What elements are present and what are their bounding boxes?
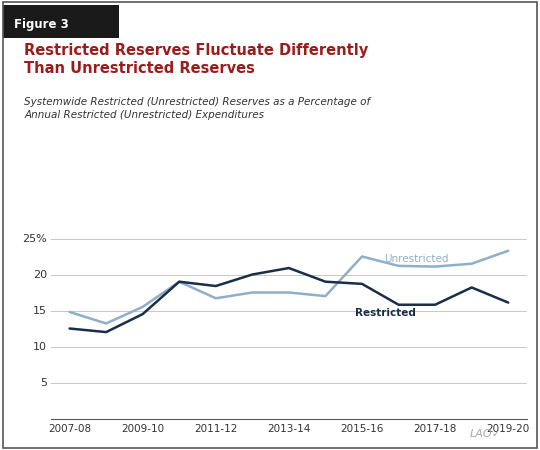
Text: Restricted: Restricted bbox=[355, 308, 416, 318]
Text: Unrestricted: Unrestricted bbox=[384, 253, 448, 264]
Text: Figure 3: Figure 3 bbox=[14, 18, 69, 31]
Text: Restricted Reserves Fluctuate Differently
Than Unrestricted Reserves: Restricted Reserves Fluctuate Differentl… bbox=[24, 43, 368, 76]
Text: Systemwide Restricted (Unrestricted) Reserves as a Percentage of
Annual Restrict: Systemwide Restricted (Unrestricted) Res… bbox=[24, 97, 370, 120]
Text: LAO✓: LAO✓ bbox=[470, 429, 502, 439]
